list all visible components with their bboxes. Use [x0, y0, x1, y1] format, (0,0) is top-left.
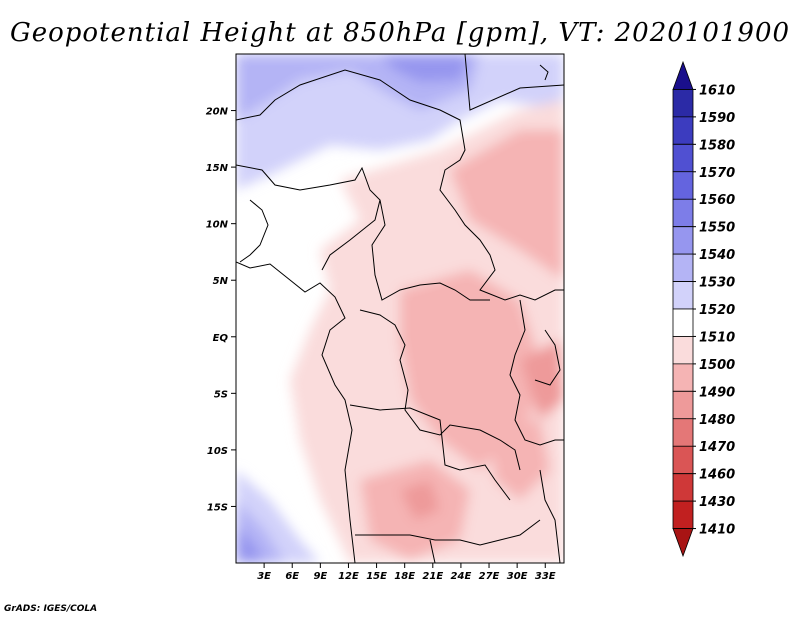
y-tick-label: 15S: [207, 502, 228, 513]
y-axis-ticks: 20N 15N 10N 5N EQ 5S 10S 15S: [206, 107, 236, 513]
map-title: Geopotential Height at 850hPa [gpm], VT:…: [9, 18, 791, 48]
colorbar-label: 1480: [699, 413, 735, 428]
colorbar-label: 1560: [699, 193, 735, 208]
x-tick-label: 24E: [451, 571, 472, 582]
x-tick-label: 6E: [285, 571, 299, 582]
colorbar-label: 1410: [699, 523, 735, 538]
colorbar-label: 1590: [699, 111, 735, 126]
colorbar-segment: [672, 116, 694, 145]
colorbar-segment: [672, 500, 694, 529]
x-axis-ticks: 3E 6E 9E 12E 15E 18E 21E 24E 27E 30E 33E: [257, 563, 556, 582]
y-tick-label: 20N: [206, 107, 229, 118]
colorbar-segment: [672, 171, 694, 200]
colorbar-segment: [672, 418, 694, 447]
colorbar-label: 1530: [699, 276, 735, 291]
x-tick-label: 3E: [257, 571, 271, 582]
x-tick-label: 33E: [535, 571, 556, 582]
colorbar: 1610 1590 1580 1570 1560 1550 1540 1530 1520 1510…: [672, 60, 735, 558]
colorbar-label: 1500: [699, 358, 735, 373]
colorbar-segment: [672, 528, 694, 558]
y-tick-label: 10S: [207, 446, 228, 457]
x-tick-label: 9E: [313, 571, 327, 582]
colorbar-label: 1550: [699, 221, 735, 236]
y-tick-label: EQ: [213, 333, 229, 344]
x-tick-label: 30E: [507, 571, 528, 582]
colorbar-segment: [672, 390, 694, 420]
colorbar-segment: [672, 363, 694, 392]
colorbar-label: 1430: [699, 495, 735, 510]
x-tick-label: 18E: [394, 571, 415, 582]
colorbar-label: 1490: [699, 385, 735, 400]
colorbar-label: 1510: [699, 330, 735, 345]
colorbar-segment: [672, 253, 694, 282]
colorbar-segment: [672, 143, 694, 173]
colorbar-segment: [672, 308, 694, 337]
colorbar-label: 1460: [699, 468, 735, 483]
colorbar-label: 1570: [699, 166, 735, 181]
colorbar-segment: [672, 226, 694, 255]
y-tick-label: 10N: [206, 220, 229, 231]
colorbar-segment: [672, 198, 694, 228]
x-tick-label: 27E: [479, 571, 500, 582]
colorbar-segment: [672, 336, 694, 365]
country-boundaries: [236, 54, 564, 563]
colorbar-segment: [672, 281, 694, 310]
colorbar-segment: [672, 60, 694, 90]
y-tick-label: 5N: [213, 276, 229, 287]
x-tick-label: 21E: [422, 571, 443, 582]
colorbar-segment: [672, 89, 694, 118]
grads-footer: GrADS: IGES/COLA: [4, 604, 98, 614]
y-tick-label: 5S: [214, 389, 228, 400]
colorbar-segment: [672, 473, 694, 502]
colorbar-label: 1470: [699, 440, 735, 455]
y-tick-label: 15N: [206, 163, 229, 174]
x-tick-label: 15E: [366, 571, 387, 582]
contour-fill: [236, 54, 564, 563]
colorbar-label: 1610: [699, 83, 735, 98]
height-field: [236, 54, 564, 563]
colorbar-label: 1580: [699, 138, 735, 153]
x-tick-label: 12E: [338, 571, 359, 582]
colorbar-label: 1520: [699, 303, 735, 318]
map-frame: [235, 53, 565, 564]
colorbar-label: 1540: [699, 248, 735, 263]
colorbar-segment: [672, 445, 694, 475]
